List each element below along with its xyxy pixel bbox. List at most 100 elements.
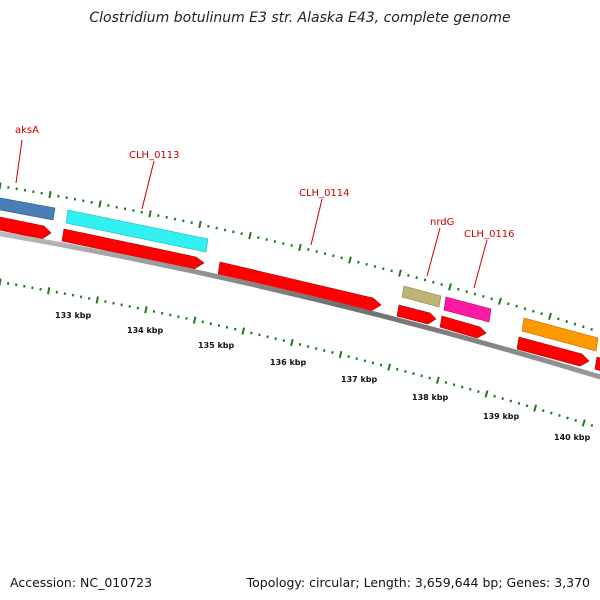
minor-tick xyxy=(169,313,172,317)
major-tick xyxy=(484,390,489,398)
minor-tick xyxy=(379,363,383,367)
feature-CLH_0113[interactable] xyxy=(65,209,209,253)
minor-tick xyxy=(160,311,164,315)
minor-tick xyxy=(428,376,432,380)
minor-tick xyxy=(415,276,418,280)
major-tick xyxy=(398,269,402,277)
major-tick xyxy=(298,243,302,252)
minor-tick xyxy=(468,387,472,391)
cds-arrow-2[interactable] xyxy=(61,228,205,270)
minor-tick xyxy=(173,217,177,221)
feature-nrdG[interactable] xyxy=(401,285,442,308)
minor-tick xyxy=(420,374,423,378)
minor-tick xyxy=(373,265,377,268)
gene-label-CLH_0116[interactable]: CLH_0116 xyxy=(464,229,515,240)
minor-tick xyxy=(566,416,569,420)
feature-CLH_0116[interactable] xyxy=(443,296,492,323)
major-tick xyxy=(387,363,392,371)
minor-tick xyxy=(365,262,368,266)
gene-label-aksA[interactable]: aksA xyxy=(15,125,39,136)
minor-tick xyxy=(347,355,350,359)
minor-tick xyxy=(460,385,464,389)
minor-tick xyxy=(266,335,269,339)
cds-arrow-6[interactable] xyxy=(516,336,590,367)
minor-tick xyxy=(517,401,521,405)
minor-tick xyxy=(182,219,185,223)
major-tick xyxy=(148,210,152,218)
footer-stats: Topology: circular; Length: 3,659,644 bp… xyxy=(246,575,590,590)
outer-tick-ring xyxy=(0,182,593,331)
minor-tick xyxy=(152,310,156,313)
minor-tick xyxy=(525,404,529,408)
minor-tick xyxy=(465,290,468,294)
minor-tick xyxy=(225,325,229,329)
minor-tick xyxy=(371,361,375,365)
cds-arrow-4[interactable] xyxy=(396,304,437,325)
kbp-label-138: 138 kbp xyxy=(412,393,449,402)
minor-tick xyxy=(590,423,594,427)
minor-tick xyxy=(340,256,343,260)
major-tick xyxy=(192,316,197,324)
minor-tick xyxy=(240,232,243,236)
minor-tick xyxy=(541,409,545,413)
minor-tick xyxy=(282,242,285,245)
gene-label-nrdG[interactable]: nrdG xyxy=(430,217,454,228)
major-tick xyxy=(0,278,2,286)
minor-tick xyxy=(209,322,213,326)
minor-tick xyxy=(215,226,218,230)
kbp-label-134: 134 kbp xyxy=(127,326,164,335)
minor-tick xyxy=(396,367,399,371)
minor-tick xyxy=(550,411,553,415)
feature-orange[interactable] xyxy=(521,317,599,352)
major-tick xyxy=(448,283,452,291)
minor-tick xyxy=(390,269,393,273)
minor-tick xyxy=(282,339,286,343)
minor-tick xyxy=(306,345,310,348)
minor-tick xyxy=(404,369,407,373)
feature-aksA[interactable] xyxy=(0,197,56,221)
major-tick xyxy=(98,200,102,208)
minor-tick xyxy=(290,244,293,247)
major-tick xyxy=(198,220,202,229)
minor-tick xyxy=(357,260,360,264)
minor-tick xyxy=(452,383,456,387)
minor-tick xyxy=(136,306,140,310)
minor-tick xyxy=(323,349,326,352)
minor-tick xyxy=(523,307,527,311)
minor-tick xyxy=(473,292,477,296)
genome-backbone xyxy=(0,231,600,380)
major-tick xyxy=(241,327,246,335)
minor-tick xyxy=(573,322,577,326)
kbp-label-133: 133 kbp xyxy=(55,311,92,320)
major-tick xyxy=(435,376,440,384)
minor-tick xyxy=(298,343,302,346)
gene-label-CLH_0114[interactable]: CLH_0114 xyxy=(299,188,350,199)
minor-tick xyxy=(232,230,235,234)
major-tick xyxy=(248,232,252,240)
minor-tick xyxy=(250,331,253,335)
cds-arrow-5[interactable] xyxy=(439,315,487,339)
kbp-label-136: 136 kbp xyxy=(270,358,307,367)
minor-tick xyxy=(515,304,518,308)
gene-label-CLH_0113[interactable]: CLH_0113 xyxy=(129,150,180,161)
cds-arrow-CLH_0114[interactable] xyxy=(217,261,382,312)
minor-tick xyxy=(217,324,221,327)
minor-tick xyxy=(507,302,510,306)
minor-tick xyxy=(509,399,513,403)
cds-arrow-7[interactable] xyxy=(594,356,600,372)
minor-tick xyxy=(190,221,193,225)
major-tick xyxy=(48,191,52,199)
minor-tick xyxy=(457,287,460,291)
major-tick xyxy=(0,182,2,190)
minor-tick xyxy=(444,381,448,384)
minor-tick xyxy=(323,252,327,256)
minor-tick xyxy=(565,319,568,323)
minor-tick xyxy=(355,357,359,361)
cds-arrow-1[interactable] xyxy=(0,216,52,240)
minor-tick xyxy=(493,394,496,398)
minor-tick xyxy=(165,215,168,219)
minor-tick xyxy=(201,320,204,324)
minor-tick xyxy=(331,351,334,354)
minor-tick xyxy=(257,236,260,240)
